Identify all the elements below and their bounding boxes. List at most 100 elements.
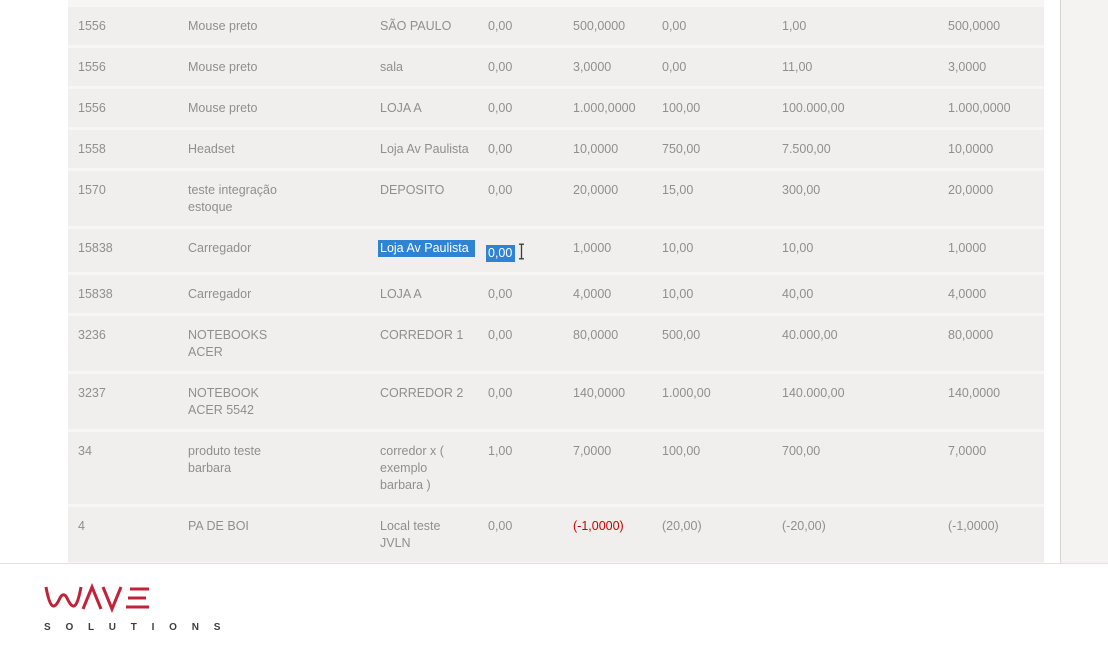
cell-value[interactable]: 700,00 (772, 432, 938, 504)
cell-value[interactable]: 10,00 (652, 275, 772, 313)
cell-value[interactable]: 10,00 (652, 229, 772, 272)
cell-location[interactable]: CORREDOR 1 (370, 316, 478, 371)
cell-value[interactable]: 10,0000 (563, 130, 652, 168)
cell-value[interactable]: 500,0000 (938, 7, 1044, 45)
cell-value[interactable]: 20,0000 (938, 171, 1044, 226)
cell-location[interactable]: Local teste JVLN (370, 507, 478, 562)
table-row[interactable]: 1558 Headset Loja Av Paulista 0,00 10,0000 75… (68, 130, 1044, 171)
cell-value[interactable]: 7,0000 (938, 432, 1044, 504)
cell-location[interactable]: Loja Av Paulista (370, 229, 478, 272)
cell-value[interactable]: (-20,00) (772, 507, 938, 562)
cell-product-code[interactable]: 1556 (68, 7, 178, 45)
cell-product-name[interactable]: Mouse preto (178, 89, 370, 127)
cell-value[interactable]: 500,00 (652, 316, 772, 371)
cell-value[interactable]: 1.000,0000 (938, 89, 1044, 127)
cell-value[interactable]: 140,0000 (938, 374, 1044, 429)
cell-value[interactable]: (20,00) (652, 507, 772, 562)
cell-value[interactable]: 0,00 (478, 7, 563, 45)
cell-value[interactable]: 1,0000 (563, 229, 652, 272)
table-row[interactable]: 1556 Mouse preto sala 0,00 3,0000 0,00 11,00 3,… (68, 48, 1044, 89)
cell-value[interactable]: 20,0000 (563, 171, 652, 226)
cell-location[interactable]: LOJA A (370, 89, 478, 127)
cell-product-name[interactable]: Carregador (178, 229, 370, 272)
cell-value[interactable]: 0,00 (652, 7, 772, 45)
cell-value[interactable]: 80,0000 (938, 316, 1044, 371)
cell-product-code[interactable]: 15838 (68, 229, 178, 272)
cell-value[interactable]: 0,00 (478, 89, 563, 127)
cell-product-name[interactable]: Headset (178, 130, 370, 168)
cell-value[interactable]: 4,0000 (563, 275, 652, 313)
cell-value[interactable]: 40,00 (772, 275, 938, 313)
cell-location[interactable]: CORREDOR 2 (370, 374, 478, 429)
cell-value[interactable]: 500,0000 (563, 7, 652, 45)
cell-value[interactable]: (-1,0000) (938, 507, 1044, 562)
cell-value[interactable]: 3,0000 (938, 48, 1044, 86)
cell-value[interactable]: 7,0000 (563, 432, 652, 504)
table-row[interactable]: 15838 Carregador LOJA A 0,00 4,0000 10,00 40,0… (68, 275, 1044, 316)
cell-location[interactable]: SÃO PAULO (370, 7, 478, 45)
table-row[interactable]: 3236 NOTEBOOKS ACER CORREDOR 1 0,00 80,0000 5… (68, 316, 1044, 374)
cell-product-code-text: 1570 (78, 183, 106, 197)
cell-value[interactable]: 0,00 (478, 229, 563, 272)
cell-product-name[interactable]: Carregador (178, 275, 370, 313)
cell-product-name[interactable]: produto teste barbara (178, 432, 370, 504)
cell-value[interactable]: 4,0000 (938, 275, 1044, 313)
cell-value[interactable]: 7.500,00 (772, 130, 938, 168)
cell-product-code[interactable]: 3237 (68, 374, 178, 429)
cell-product-name[interactable]: Mouse preto (178, 7, 370, 45)
table-row[interactable]: 3237 NOTEBOOK ACER 5542 CORREDOR 2 0,00 140,… (68, 374, 1044, 432)
cell-value[interactable]: 1,0000 (938, 229, 1044, 272)
table-row[interactable]: 1556 Mouse preto SÃO PAULO 0,00 500,0000 0,00… (68, 7, 1044, 48)
cell-value[interactable]: 80,0000 (563, 316, 652, 371)
cell-value[interactable]: 1.000,0000 (563, 89, 652, 127)
cell-value[interactable]: 140,0000 (563, 374, 652, 429)
table-row[interactable]: 4 PA DE BOI Local teste JVLN 0,00 (-1,0000) (… (68, 507, 1044, 563)
table-row[interactable]: 34 produto teste barbara corredor x ( exem… (68, 432, 1044, 507)
cell-value[interactable]: 0,00 (478, 130, 563, 168)
cell-value[interactable]: 0,00 (478, 374, 563, 429)
cell-product-code[interactable]: 34 (68, 432, 178, 504)
cell-location[interactable]: corredor x ( exemplo barbara ) (370, 432, 478, 504)
cell-product-code[interactable]: 3236 (68, 316, 178, 371)
cell-product-code[interactable]: 1556 (68, 89, 178, 127)
cell-location[interactable]: DEPOSITO (370, 171, 478, 226)
cell-product-name[interactable]: Mouse preto (178, 48, 370, 86)
cell-value[interactable]: 100,00 (652, 432, 772, 504)
table-row[interactable]: 15838 Carregador Loja Av Paulista 0,00 1,00… (68, 229, 1044, 275)
cell-value[interactable]: 10,0000 (938, 130, 1044, 168)
cell-value[interactable]: 1.000,00 (652, 374, 772, 429)
cell-value[interactable]: (-1,0000) (563, 507, 652, 562)
cell-value[interactable]: 0,00 (478, 316, 563, 371)
cell-location[interactable]: LOJA A (370, 275, 478, 313)
cell-product-code[interactable]: 1558 (68, 130, 178, 168)
cell-value[interactable]: 140.000,00 (772, 374, 938, 429)
cell-value[interactable]: 10,00 (772, 229, 938, 272)
cell-value[interactable]: 0,00 (478, 48, 563, 86)
cell-value[interactable]: 100,00 (652, 89, 772, 127)
cell-product-name[interactable]: teste integração estoque (178, 171, 370, 226)
cell-product-name[interactable]: NOTEBOOKS ACER (178, 316, 370, 371)
cell-product-name[interactable]: PA DE BOI (178, 507, 370, 562)
cell-value[interactable]: 15,00 (652, 171, 772, 226)
cell-value[interactable]: 750,00 (652, 130, 772, 168)
cell-product-code[interactable]: 1556 (68, 48, 178, 86)
cell-value[interactable]: 0,00 (652, 48, 772, 86)
cell-value[interactable]: 300,00 (772, 171, 938, 226)
cell-value[interactable]: 0,00 (478, 507, 563, 562)
cell-value[interactable]: 40.000,00 (772, 316, 938, 371)
cell-value[interactable]: 0,00 (478, 171, 563, 226)
cell-value[interactable]: 1,00 (478, 432, 563, 504)
cell-location[interactable]: Loja Av Paulista (370, 130, 478, 168)
cell-product-code[interactable]: 1570 (68, 171, 178, 226)
cell-value[interactable]: 100.000,00 (772, 89, 938, 127)
cell-value[interactable]: 3,0000 (563, 48, 652, 86)
cell-product-code[interactable]: 15838 (68, 275, 178, 313)
cell-value[interactable]: 0,00 (478, 275, 563, 313)
cell-product-code[interactable]: 4 (68, 507, 178, 562)
cell-value[interactable]: 11,00 (772, 48, 938, 86)
cell-location[interactable]: sala (370, 48, 478, 86)
cell-value[interactable]: 1,00 (772, 7, 938, 45)
cell-product-name[interactable]: NOTEBOOK ACER 5542 (178, 374, 370, 429)
table-row[interactable]: 1556 Mouse preto LOJA A 0,00 1.000,0000 100,0… (68, 89, 1044, 130)
table-row[interactable]: 1570 teste integração estoque DEPOSITO 0,00… (68, 171, 1044, 229)
